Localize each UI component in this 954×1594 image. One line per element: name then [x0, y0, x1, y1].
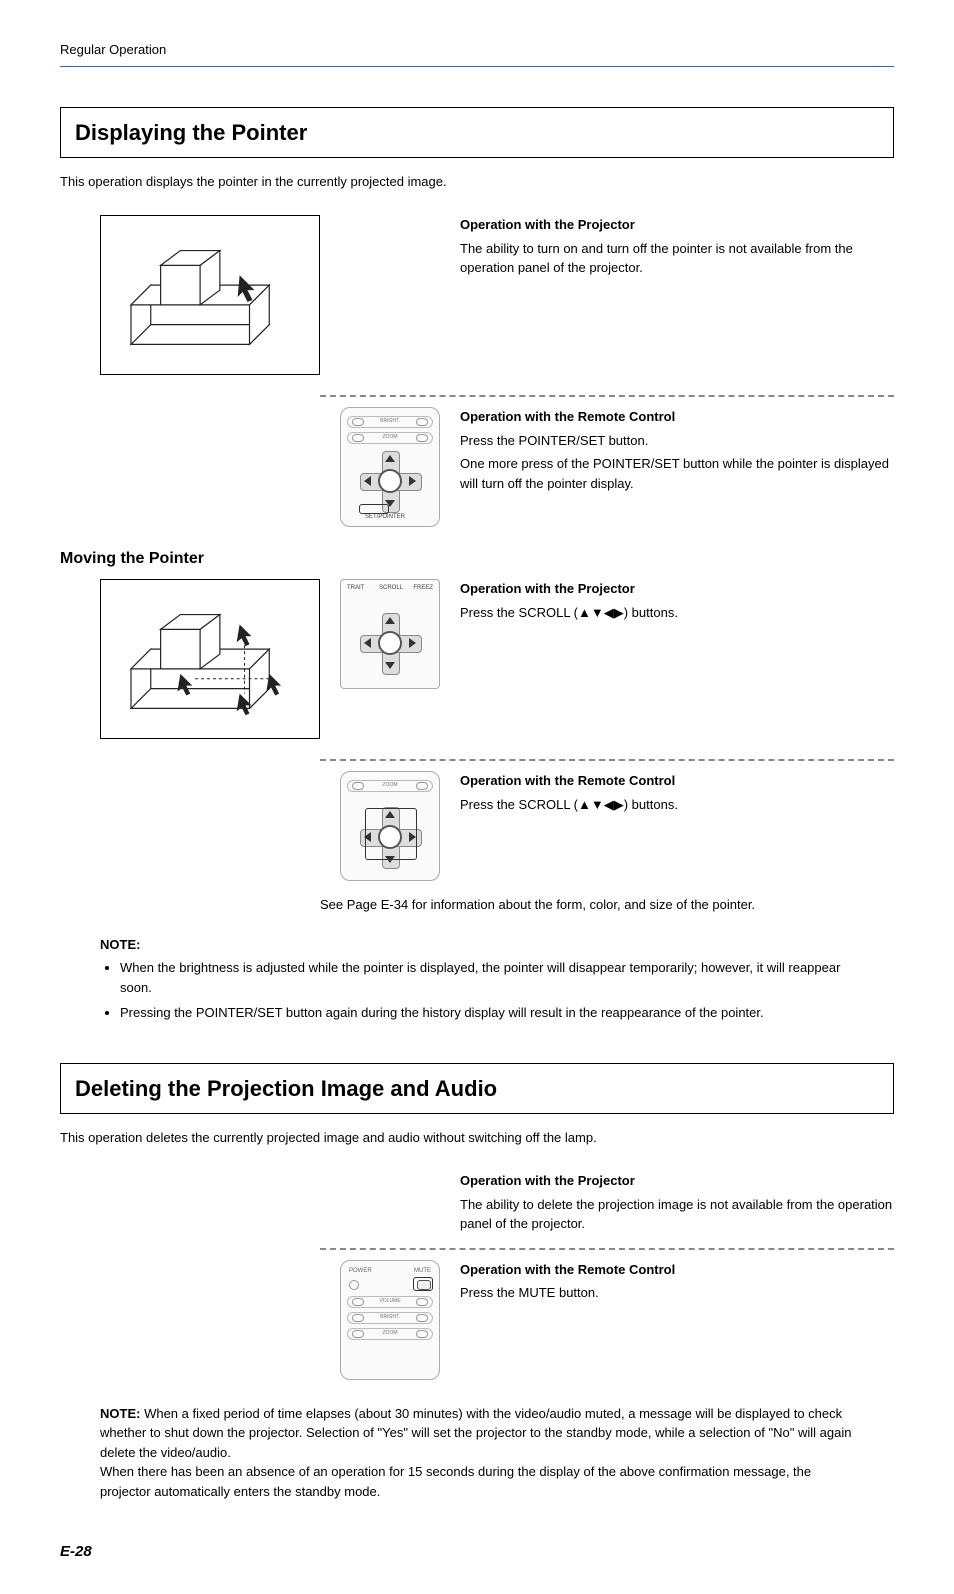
remote-mute-figure: POWER MUTE VOLUME BRIGHT. ZOOM — [340, 1260, 440, 1380]
moving-remote-body: Press the SCROLL (▲▼◀▶) buttons. — [460, 795, 894, 815]
projector-scroll-figure: TRAIT SCROLL FREEZ — [340, 579, 440, 689]
divider — [320, 759, 894, 761]
remote-figure-pointer: BRIGHT. ZOOM SET/POINTER — [340, 407, 440, 527]
label-bright2: BRIGHT. — [380, 1314, 400, 1322]
section2-title-box: Deleting the Projection Image and Audio — [60, 1063, 894, 1114]
divider — [320, 395, 894, 397]
s2-remote-heading: Operation with the Remote Control — [460, 1260, 894, 1280]
remote-scroll-figure: ZOOM — [340, 771, 440, 881]
s1-remote-line1: Press the POINTER/SET button. — [460, 431, 894, 451]
divider — [320, 1248, 894, 1250]
figure-pointer-display — [100, 215, 320, 375]
section2-title: Deleting the Projection Image and Audio — [75, 1072, 879, 1105]
note2-body1: When a fixed period of time elapses (abo… — [100, 1406, 851, 1460]
moving-proj-heading: Operation with the Projector — [460, 579, 894, 599]
moving-pointer-title: Moving the Pointer — [60, 547, 894, 571]
note-block-1: NOTE: When the brightness is adjusted wh… — [100, 935, 854, 1023]
s1-proj-heading: Operation with the Projector — [460, 215, 894, 235]
label-scroll: SCROLL — [379, 584, 403, 593]
label-power: POWER — [349, 1267, 372, 1276]
s1-remote-line2: One more press of the POINTER/SET button… — [460, 454, 894, 493]
note-label: NOTE: — [100, 937, 140, 952]
see-page-note: See Page E-34 for information about the … — [320, 895, 894, 915]
section1-title: Displaying the Pointer — [75, 116, 879, 149]
label-zoom: ZOOM — [383, 434, 398, 442]
note2-label: NOTE: — [100, 1406, 140, 1421]
s1-remote-heading: Operation with the Remote Control — [460, 407, 894, 427]
label-setpointer: SET/POINTER — [365, 513, 405, 522]
page-header: Regular Operation — [60, 40, 894, 67]
section-title-box: Displaying the Pointer — [60, 107, 894, 158]
label-freez: FREEZ — [413, 584, 433, 593]
label-trait: TRAIT — [347, 584, 364, 593]
moving-proj-body: Press the SCROLL (▲▼◀▶) buttons. — [460, 603, 894, 623]
note-block-2: NOTE: When a fixed period of time elapse… — [100, 1404, 854, 1502]
s2-proj-heading: Operation with the Projector — [460, 1171, 894, 1191]
note1-item2: Pressing the POINTER/SET button again du… — [120, 1003, 854, 1023]
s1-proj-body: The ability to turn on and turn off the … — [460, 239, 894, 278]
s2-remote-body: Press the MUTE button. — [460, 1283, 894, 1303]
note1-item1: When the brightness is adjusted while th… — [120, 958, 854, 997]
section2-intro: This operation deletes the currently pro… — [60, 1128, 894, 1148]
page-number: E-28 — [60, 1541, 894, 1564]
note2-body2: When there has been an absence of an ope… — [100, 1462, 854, 1501]
moving-remote-heading: Operation with the Remote Control — [460, 771, 894, 791]
label-volume: VOLUME — [379, 1298, 400, 1306]
section1-intro: This operation displays the pointer in t… — [60, 172, 894, 192]
label-zoom3: ZOOM — [383, 1330, 398, 1338]
label-mute: MUTE — [414, 1267, 431, 1276]
s2-proj-body: The ability to delete the projection ima… — [460, 1195, 894, 1234]
label-zoom2: ZOOM — [383, 782, 398, 790]
figure-pointer-move — [100, 579, 320, 739]
label-bright: BRIGHT. — [380, 418, 400, 426]
